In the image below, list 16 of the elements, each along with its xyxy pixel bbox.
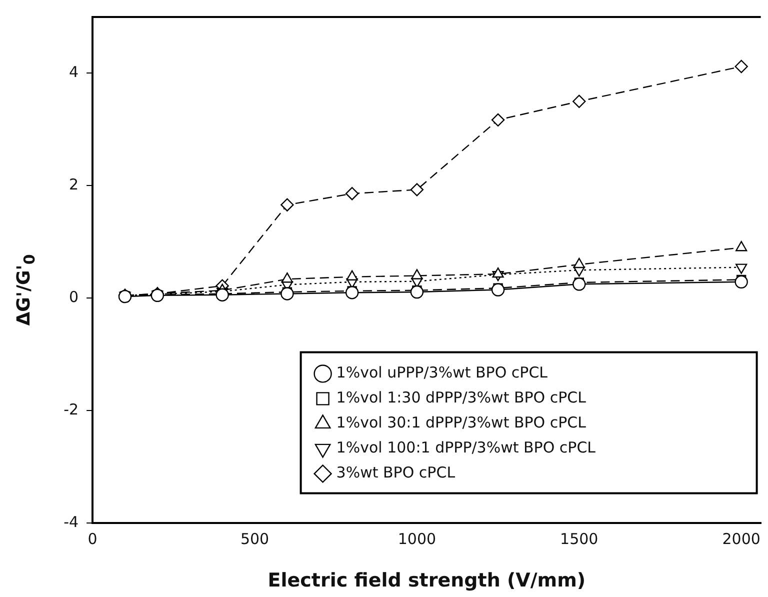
x-tick-label: 2000 [722, 530, 760, 548]
x-tick-label: 1000 [398, 530, 436, 548]
x-tick-label: 1500 [560, 530, 598, 548]
y-tick-label: -4 [64, 513, 79, 532]
y-tick-label: -2 [64, 400, 79, 419]
x-tick-label: 500 [240, 530, 270, 548]
y-tick-label: 4 [69, 63, 79, 82]
legend-label: 1%vol 30:1 dPPP/3%wt BPO cPCL [336, 414, 587, 432]
x-axis-title: Electric field strength (V/mm) [268, 570, 586, 592]
y-tick-label: 2 [69, 176, 79, 194]
x-tick-label: 0 [88, 530, 98, 548]
legend-label: 1%vol 1:30 dPPP/3%wt BPO cPCL [336, 388, 587, 407]
y-tick-label: 0 [69, 288, 79, 306]
legend-label: 1%vol 100:1 dPPP/3%wt BPO cPCL [336, 438, 596, 457]
legend-label: 3%wt BPO cPCL [336, 464, 456, 482]
legend-label: 1%vol uPPP/3%wt BPO cPCL [336, 364, 548, 382]
